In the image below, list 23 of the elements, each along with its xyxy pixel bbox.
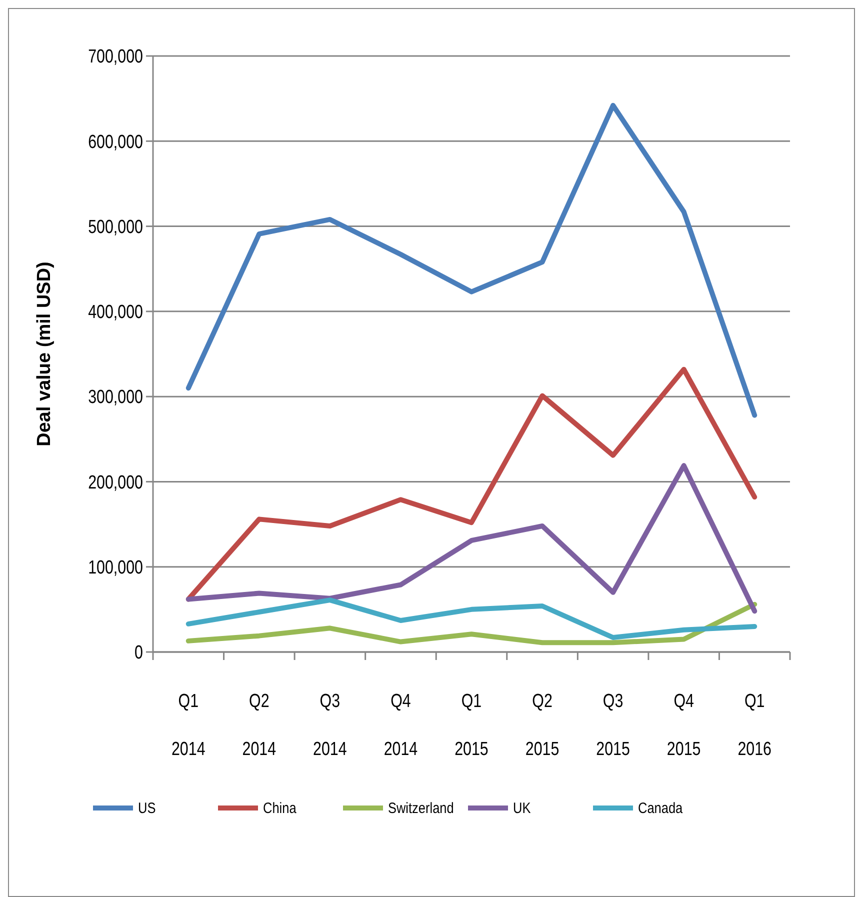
category-label: Q1 2015 [454, 689, 488, 760]
category-label: Q4 2014 [384, 689, 418, 760]
legend-label: Canada [638, 799, 683, 816]
y-tick-label: 600,000 [88, 130, 143, 152]
legend-label: China [263, 799, 297, 816]
y-tick-label: 300,000 [88, 386, 143, 408]
category-label: Q2 2015 [525, 689, 560, 760]
legend-label: US [138, 799, 156, 816]
category-label: Q1 2016 [738, 689, 772, 760]
category-label: Q3 2015 [596, 689, 630, 760]
legend-label: UK [513, 799, 532, 816]
category-label: Q3 2014 [313, 689, 347, 760]
category-label: Q4 2015 [666, 689, 701, 760]
legend-label: Switzerland [388, 799, 454, 816]
y-tick-label: 200,000 [88, 470, 143, 493]
category-label: Q1 2014 [171, 689, 206, 760]
y-axis-title: Deal value (mil USD) [34, 262, 55, 446]
category-label: Q2 2014 [242, 689, 276, 760]
y-tick-label: 100,000 [88, 556, 143, 578]
y-tick-label: 500,000 [88, 215, 143, 238]
y-tick-label: 0 [134, 640, 143, 664]
y-tick-label: 700,000 [88, 44, 143, 68]
y-tick-label: 400,000 [88, 300, 143, 322]
